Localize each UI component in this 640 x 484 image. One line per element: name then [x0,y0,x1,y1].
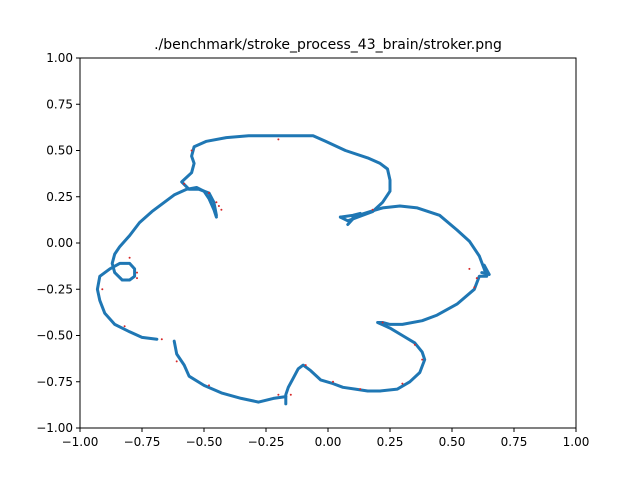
sample-point-5 [208,192,210,194]
sample-point-19 [359,388,362,391]
y-tick-label-0: −1.00 [36,421,73,435]
x-tick-label-8: 1.00 [563,435,590,449]
sample-point-10 [101,288,104,291]
sample-point-25 [468,267,471,270]
sample-point-4 [220,208,223,211]
stroke-path-2 [172,339,288,404]
sample-point-2 [215,201,218,204]
sample-point-20 [381,321,384,324]
y-tick-label-8: 1.00 [46,51,73,65]
axes-layer: −1.00 −0.75 −0.50 −0.25 0.00 0.25 0.50 0.75 1.00… [36,51,589,449]
sample-point-21 [413,343,416,346]
y-tick-label-5: 0.25 [46,190,73,204]
sample-point-7 [128,256,131,259]
x-tick-label-3: −0.25 [248,435,285,449]
sample-point-0 [277,138,280,141]
sample-point-6 [183,182,186,185]
sample-point-13 [175,360,178,363]
sample-point-17 [304,364,307,367]
stroke-path-0 [180,134,392,223]
sample-point-22 [421,358,424,361]
y-tick-label-2: −0.50 [36,329,73,343]
stroke-path-3 [95,186,218,341]
data-layer [95,134,491,406]
x-tick-label-2: −0.50 [186,435,223,449]
x-tick-label-0: −1.00 [62,435,99,449]
stroke-path-1 [284,204,489,406]
sample-point-27 [475,277,478,280]
sample-point-18 [332,380,334,383]
sample-point-12 [160,338,163,341]
stroke-path-5 [480,263,491,276]
x-tick-label-5: 0.25 [377,435,404,449]
stroke-path-4 [338,211,362,226]
sample-point-15 [277,393,280,396]
sample-point-23 [401,382,404,385]
y-tick-label-1: −0.75 [36,375,73,389]
sample-point-14 [208,384,210,387]
sample-point-11 [123,325,126,328]
x-tick-label-7: 0.75 [501,435,528,449]
y-tick-label-3: −0.25 [36,282,73,296]
sample-point-8 [136,271,138,274]
x-tick-label-1: −0.75 [124,435,161,449]
chart-title: ./benchmark/stroke_process_43_brain/stro… [154,37,502,53]
sample-point-1 [190,149,193,152]
y-tick-label-7: 0.75 [46,97,73,111]
sample-point-9 [136,277,138,280]
x-tick-label-6: 0.50 [439,435,466,449]
sample-point-24 [371,208,374,211]
sample-point-26 [473,286,476,289]
y-tick-label-4: 0.00 [46,236,73,250]
y-tick-label-6: 0.50 [46,144,73,158]
sample-point-16 [289,393,292,396]
x-tick-label-4: 0.00 [315,435,342,449]
sample-point-3 [217,205,220,207]
